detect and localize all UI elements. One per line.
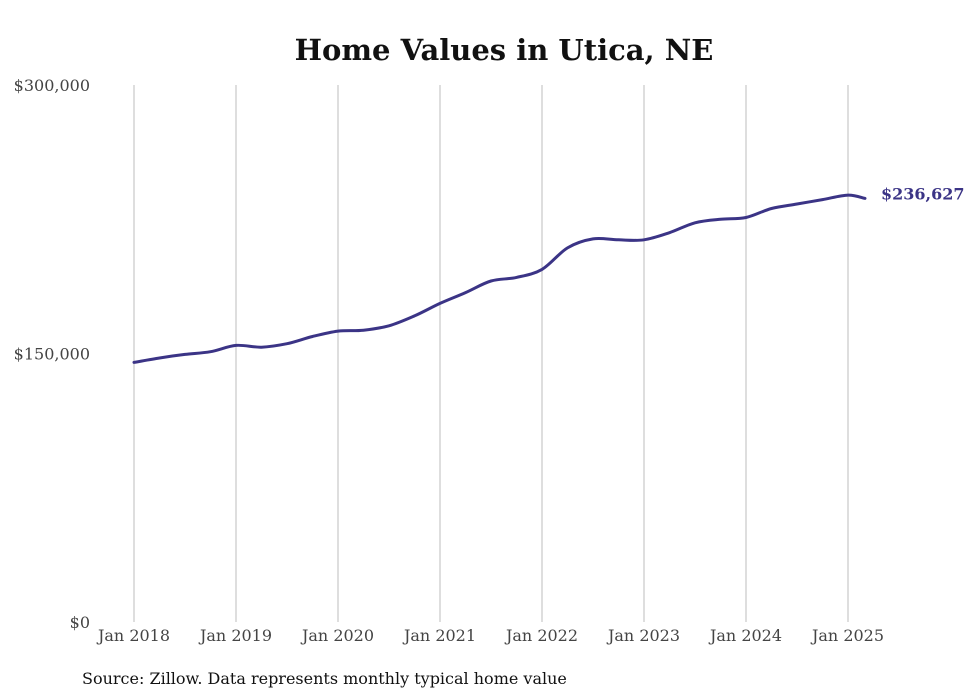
x-tick-label: Jan 2021 <box>402 626 476 645</box>
y-tick-label: $300,000 <box>14 76 90 95</box>
source-note: Source: Zillow. Data represents monthly … <box>82 669 567 688</box>
x-tick-label: Jan 2024 <box>708 626 782 645</box>
vertical-gridlines <box>133 85 849 622</box>
x-tick-label: Jan 2018 <box>96 626 170 645</box>
home-value-line <box>132 193 867 364</box>
x-tick-label: Jan 2022 <box>504 626 578 645</box>
chart-title: Home Values in Utica, NE <box>295 33 714 67</box>
y-tick-label: $150,000 <box>14 345 90 364</box>
x-tick-label: Jan 2023 <box>606 626 680 645</box>
y-tick-label: $0 <box>70 613 90 632</box>
x-tick-label: Jan 2019 <box>198 626 272 645</box>
x-tick-label: Jan 2025 <box>810 626 884 645</box>
x-tick-label: Jan 2020 <box>300 626 374 645</box>
latest-value-label: $236,627 <box>881 184 965 203</box>
y-axis-tick-labels: $0 $150,000 $300,000 <box>14 76 90 632</box>
x-axis-tick-labels: Jan 2018 Jan 2019 Jan 2020 Jan 2021 Jan 2022… <box>96 626 884 645</box>
